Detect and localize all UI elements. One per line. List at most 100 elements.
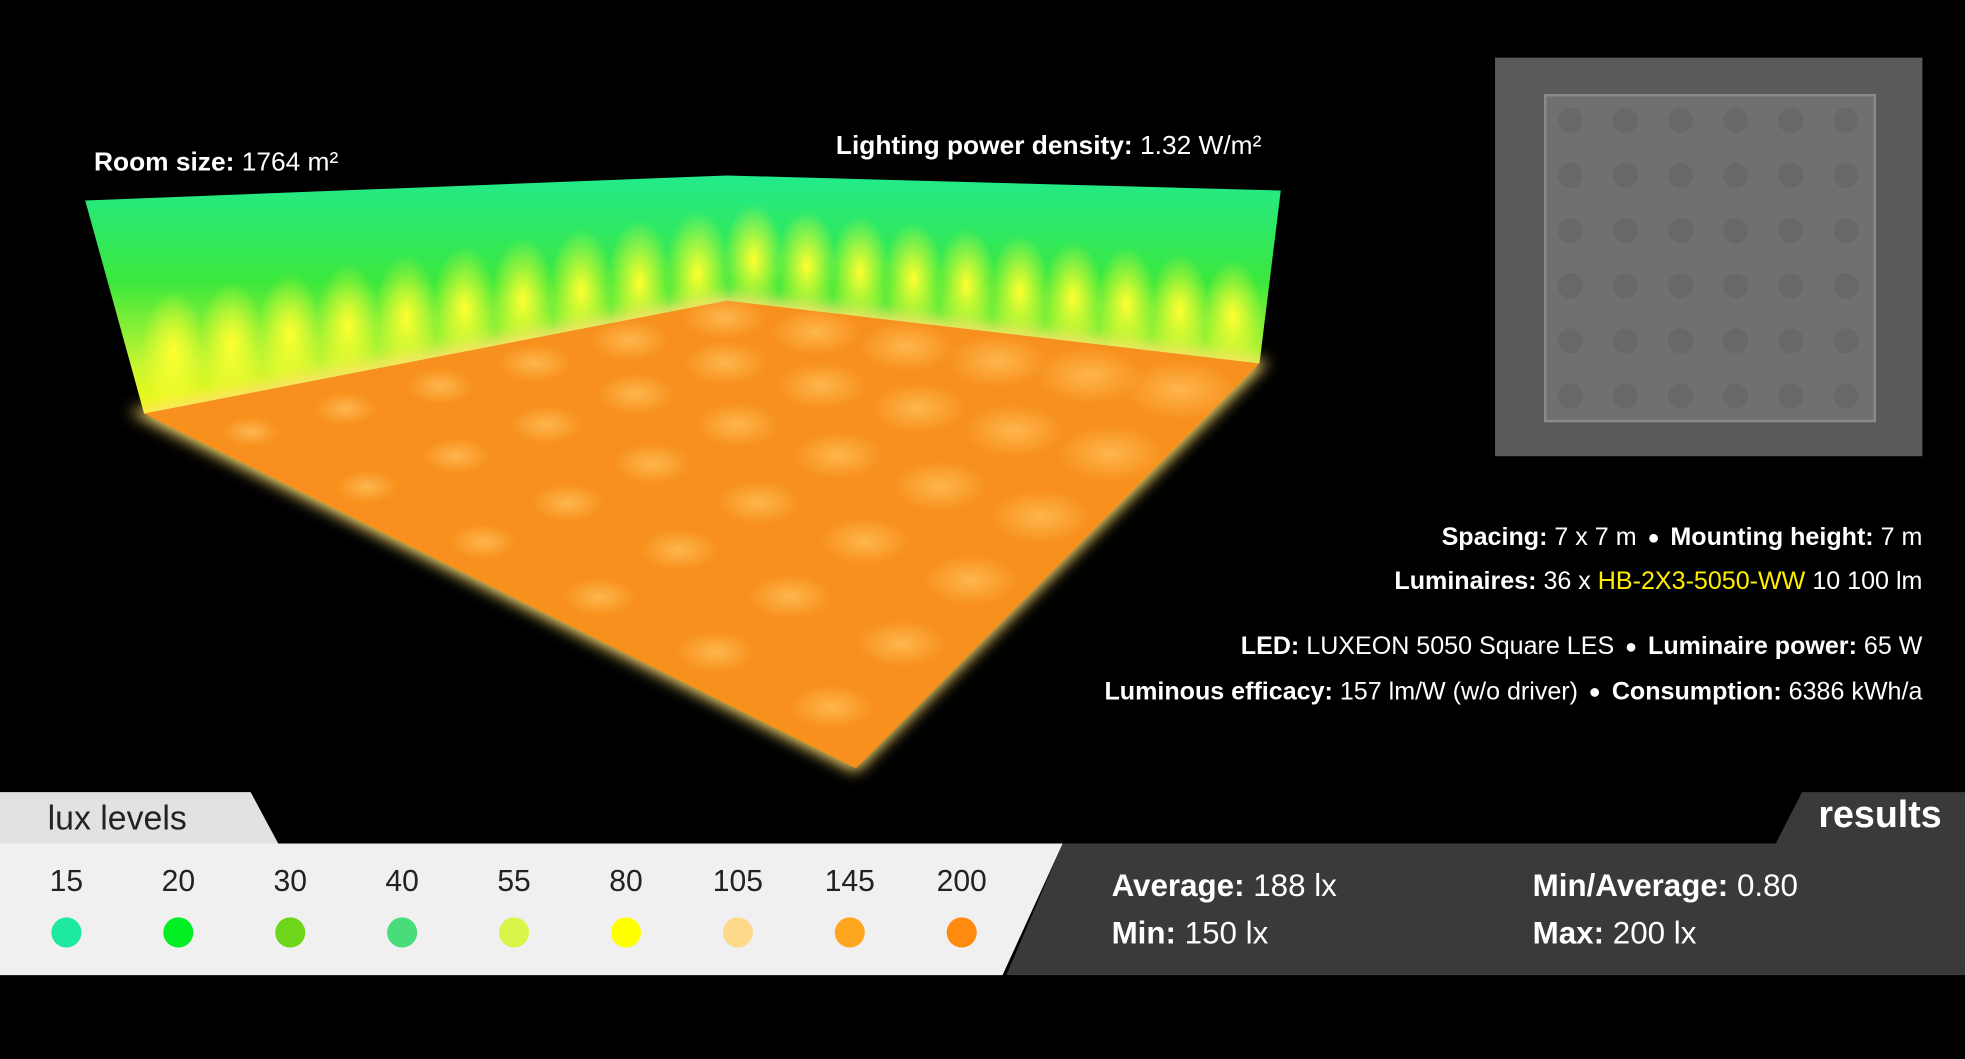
floor-light-spot [1056, 424, 1165, 482]
floor-light-spot [792, 431, 885, 480]
floor-light-spot [694, 402, 780, 448]
legend-level: 15 [49, 864, 84, 899]
thumbnail-light [1723, 328, 1749, 354]
legend-panel [0, 843, 1063, 976]
wall-light-spot [936, 228, 997, 342]
thumbnail-light [1668, 273, 1694, 299]
floor-light-spot [962, 403, 1066, 458]
label: Lighting power density: [835, 131, 1133, 161]
floor-light-spot [855, 619, 947, 668]
thumbnail-light [1833, 383, 1859, 409]
label: Min: [1111, 916, 1176, 952]
legend-swatch [946, 917, 977, 948]
label: LED: [1240, 632, 1300, 661]
spec-line: Luminaires: 36 x HB-2X3-5050-WW 10 100 l… [1394, 568, 1922, 597]
legend-level: 145 [824, 864, 875, 899]
floor-light [222, 300, 1238, 730]
value: 188 lx [1253, 868, 1337, 904]
label: Consumption: [1611, 678, 1782, 706]
legend-swatch [387, 917, 418, 948]
floor-light-spot [530, 483, 605, 523]
value: 6386 kWh/a [1788, 678, 1923, 706]
wall-light-spot [257, 272, 323, 398]
legend-swatch [610, 917, 642, 948]
legend-swatch [275, 917, 306, 948]
results-panel [1006, 843, 1965, 976]
separator [1626, 643, 1636, 652]
legend-swatches [51, 917, 977, 948]
floor-light-spot [562, 577, 637, 617]
floor-light-spot [589, 319, 670, 362]
wall-light-spot [723, 203, 784, 317]
wall-light-spot [829, 216, 891, 329]
thumbnail-light [1723, 383, 1749, 409]
label: Luminaire power: [1648, 632, 1857, 661]
results-tab [1775, 792, 1965, 844]
wall-light-spot [883, 222, 944, 336]
floor-light-spot [638, 528, 719, 571]
floor-light-spot [869, 382, 967, 434]
legend-level: 55 [497, 864, 531, 899]
label: Min/Average: [1532, 868, 1729, 904]
label: Max: [1532, 916, 1605, 952]
thumbnail-light [1612, 162, 1638, 188]
thumbnail-light [1723, 107, 1749, 133]
floor-light-spot [675, 630, 756, 674]
floor-light-spot [788, 684, 875, 730]
floor-light-spot [448, 523, 518, 560]
separator [1649, 534, 1658, 543]
legend-swatch [722, 917, 753, 948]
spec-line: LED: LUXEON 5050 Square LES Luminaire pow… [1241, 633, 1923, 662]
floor-light-spot [946, 333, 1050, 389]
floor-light-spot [819, 517, 911, 566]
thumbnail-room [1543, 93, 1877, 423]
thumbnail-light [1612, 328, 1638, 354]
label: Mounting height: [1670, 523, 1874, 552]
wall-light-spot [140, 290, 206, 414]
value: 10 100 lm [1812, 567, 1923, 596]
legend-title: lux levels [47, 799, 187, 838]
thumbnail-light [1557, 218, 1583, 244]
floor-light-spot [405, 367, 475, 405]
result: Min/Average: 0.80 [1533, 869, 1798, 905]
spec-line: Luminous efficacy: 157 lm/W (w/o driver)… [1104, 678, 1922, 707]
thumbnail-light [1668, 107, 1694, 133]
thumbnail-light [1668, 218, 1694, 244]
model: HB-2X3-5050-WW [1597, 567, 1806, 596]
thumbnail-light [1668, 328, 1694, 354]
result: Max: 200 lx [1533, 916, 1697, 952]
floor-light-spot [890, 460, 989, 512]
power-density: Lighting power density: 1.32 W/m² [836, 132, 1262, 162]
value: 1764 m² [241, 147, 339, 177]
thumbnail-light [1612, 273, 1638, 299]
legend-swatch [834, 917, 865, 948]
thumbnail-light [1668, 162, 1694, 188]
legend-tab [0, 792, 279, 844]
thumbnail-light [1778, 107, 1804, 133]
floor-light-spot [989, 489, 1093, 544]
legend-level: 200 [936, 864, 987, 899]
results-title: results [1818, 794, 1942, 836]
separator [1590, 688, 1600, 698]
thumbnail-light [1833, 328, 1859, 354]
thumbnail-light [1778, 162, 1804, 188]
legend-swatch [163, 917, 194, 948]
result: Min: 150 lx [1112, 916, 1269, 952]
floor-light-spot [922, 554, 1020, 606]
floor-light-spot [313, 392, 377, 426]
floor-light-spot [497, 343, 572, 383]
thumbnail-light [1612, 107, 1638, 133]
floor-light-spot [747, 574, 833, 620]
label: Average: [1111, 868, 1245, 904]
floor-light-spot [422, 437, 491, 474]
value: 7 m [1880, 523, 1923, 552]
value: 150 lx [1184, 916, 1269, 952]
label: Spacing: [1441, 523, 1548, 552]
wall-light-spot [432, 246, 498, 372]
wall-light-spot [490, 237, 556, 363]
result: Average: 188 lx [1112, 869, 1337, 905]
wall-light-spot [315, 263, 381, 390]
legend-swatch [499, 917, 530, 948]
